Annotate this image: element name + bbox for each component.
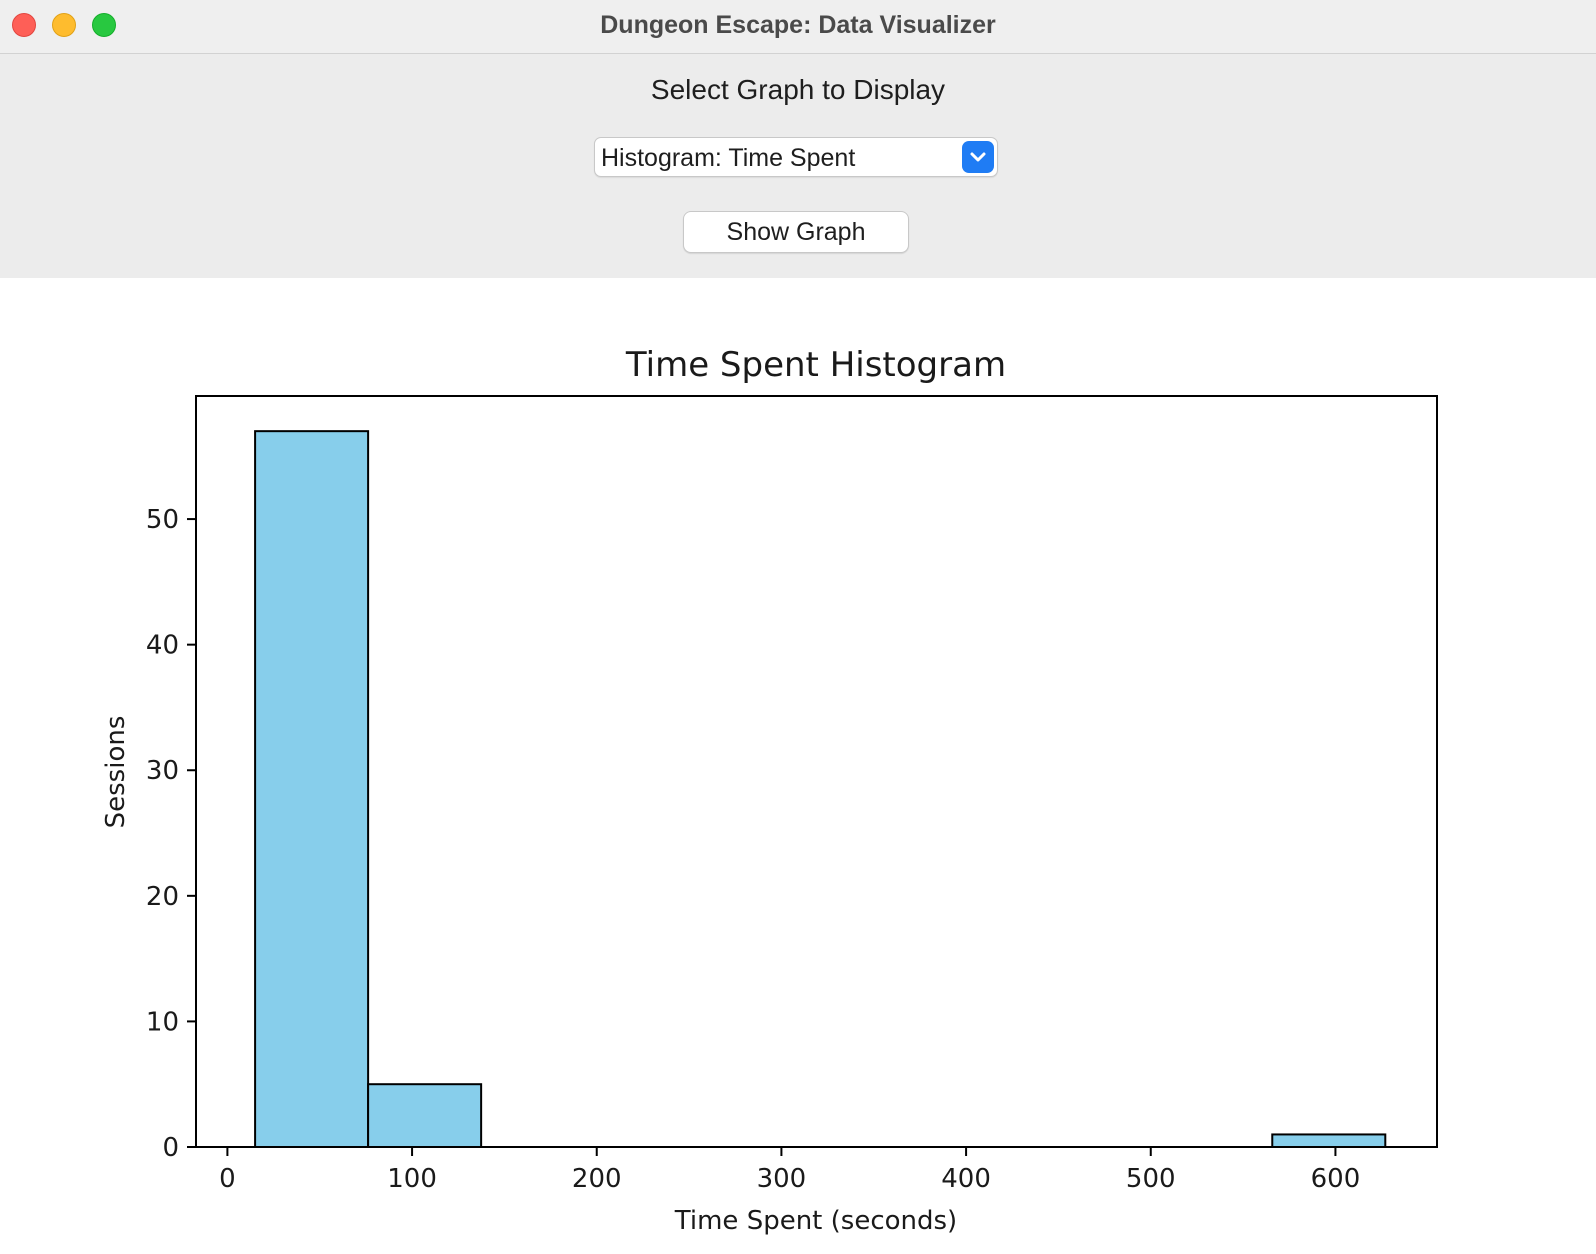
bars-layer [254,430,1387,1148]
y-tick-label: 30 [146,756,179,786]
histogram-bar [1271,1133,1387,1148]
control-panel: Select Graph to Display Histogram: Time … [0,54,1596,278]
x-tick-label: 300 [757,1164,807,1194]
y-axis-label: Sessions [101,716,131,829]
histogram-bar [367,1083,483,1148]
chart-title: Time Spent Histogram [625,345,1006,385]
y-tick-label: 0 [162,1133,179,1163]
zoom-window-button[interactable] [92,13,116,37]
y-tick-label: 40 [146,631,179,661]
dropdown-selected-value: Histogram: Time Spent [601,144,856,172]
y-tick-label: 50 [146,505,179,535]
x-axis-label: Time Spent (seconds) [674,1206,957,1236]
x-tick-label: 0 [219,1164,236,1194]
x-tick-label: 600 [1311,1164,1361,1194]
histogram-bar [254,430,370,1148]
x-tick-label: 500 [1126,1164,1176,1194]
minimize-window-button[interactable] [52,13,76,37]
graph-type-dropdown[interactable]: Histogram: Time Spent [594,137,998,177]
x-tick-label: 100 [387,1164,437,1194]
close-window-button[interactable] [12,13,36,37]
title-bar: Dungeon Escape: Data Visualizer [0,0,1596,54]
ticks-layer: 0 100 200 300 400 500 600 0 10 20 30 40 50 [146,505,1360,1194]
y-tick-label: 10 [146,1007,179,1037]
select-graph-label: Select Graph to Display [650,74,946,105]
show-graph-button[interactable]: Show Graph [683,211,909,253]
window-title: Dungeon Escape: Data Visualizer [600,11,996,39]
histogram-chart: Time Spent Histogram 0 100 200 300 400 500 600… [101,345,1438,1236]
chevron-down-icon [962,141,994,173]
x-tick-label: 400 [941,1164,991,1194]
axes-frame [195,395,1438,1148]
chart-canvas: Time Spent Histogram 0 100 200 300 400 500 600… [0,278,1596,1254]
y-tick-label: 20 [146,882,179,912]
x-tick-label: 200 [572,1164,622,1194]
